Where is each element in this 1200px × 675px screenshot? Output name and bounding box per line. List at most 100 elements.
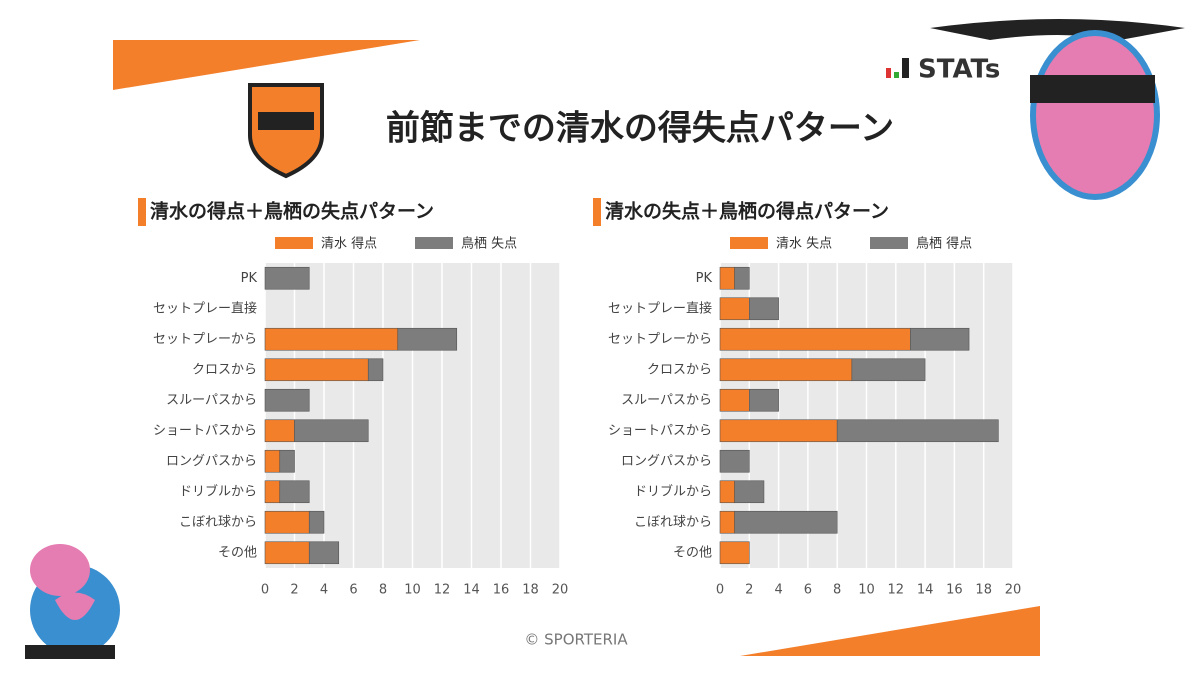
- x-tick-label: 4: [320, 583, 328, 598]
- bar-segment: [397, 327, 458, 351]
- y-tick-label: ロングパスから: [166, 454, 257, 469]
- decor-stripe: [740, 606, 1040, 656]
- bar-segment: [294, 419, 369, 443]
- y-tick-label: セットプレー直接: [153, 300, 257, 316]
- x-tick-label: 8: [379, 583, 387, 598]
- bar-segment: [719, 327, 911, 351]
- x-tick-label: 14: [917, 583, 934, 598]
- x-tick-label: 0: [261, 583, 269, 598]
- page-title: 前節までの清水の得失点パターン: [386, 109, 894, 149]
- bar-segment: [264, 327, 399, 351]
- bar-segment: [734, 480, 765, 504]
- bar-segment: [734, 266, 750, 290]
- shield: [248, 83, 324, 179]
- bar-segment: [308, 541, 340, 565]
- y-tick-label: ドリブルから: [634, 483, 712, 499]
- y-tick-label: ショートパスから: [608, 423, 712, 438]
- legend-swatch: [870, 237, 908, 249]
- bar-segment: [748, 388, 779, 412]
- x-tick-label: 16: [946, 583, 963, 598]
- chart-title: 清水の得点＋鳥栖の失点パターン: [150, 200, 434, 223]
- y-tick-label: ショートパスから: [153, 423, 257, 438]
- y-tick-label: スルーパスから: [621, 393, 712, 408]
- legend-label: 鳥栖 失点: [461, 237, 517, 252]
- legend-label: 清水 失点: [776, 237, 832, 252]
- legend-swatch: [415, 237, 453, 249]
- bar-segment: [264, 388, 310, 412]
- bar-segment: [719, 266, 735, 290]
- bar-segment: [264, 358, 369, 382]
- title-marker: [138, 198, 146, 226]
- club-logo: [248, 83, 324, 179]
- opponent-logo: [930, 19, 1185, 200]
- legend-swatch: [275, 237, 313, 249]
- y-tick-label: セットプレー直接: [608, 300, 712, 316]
- x-tick-label: 2: [745, 583, 753, 598]
- x-tick-label: 6: [349, 583, 357, 598]
- legend-label: 清水 得点: [321, 236, 377, 252]
- y-tick-label: クロスから: [192, 362, 257, 377]
- bar-segment: [367, 358, 384, 382]
- y-tick-label: こぼれ球から: [179, 515, 257, 530]
- mascot-feet: [25, 645, 115, 659]
- x-tick-label: 18: [975, 583, 992, 598]
- x-tick-label: 2: [290, 583, 298, 598]
- x-tick-label: 14: [463, 583, 480, 598]
- bar-segment: [719, 297, 750, 321]
- bar-segment: [719, 541, 750, 565]
- x-tick-label: 12: [888, 583, 905, 598]
- bar-segment: [264, 266, 310, 290]
- icon-bar: [886, 68, 891, 78]
- y-tick-label: その他: [218, 545, 257, 560]
- bar-segment: [719, 510, 735, 534]
- y-tick-label: スルーパスから: [166, 393, 257, 408]
- bar-segment: [279, 449, 295, 473]
- x-tick-label: 10: [404, 583, 421, 598]
- shield-band: [258, 112, 314, 130]
- y-tick-label: クロスから: [647, 362, 712, 377]
- x-tick-label: 16: [493, 583, 510, 598]
- bar-segment: [719, 449, 750, 473]
- x-tick-label: 10: [858, 583, 875, 598]
- x-tick-label: 8: [833, 583, 841, 598]
- chart-title: 清水の失点＋鳥栖の得点パターン: [605, 200, 889, 223]
- bar-segment: [719, 419, 838, 443]
- mascot: [25, 544, 120, 659]
- y-tick-label: ドリブルから: [179, 483, 257, 499]
- icon-bar: [894, 72, 899, 78]
- bar-segment: [719, 480, 735, 504]
- x-tick-label: 18: [522, 583, 539, 598]
- legend-swatch: [730, 237, 768, 249]
- y-tick-label: PK: [696, 271, 713, 286]
- x-tick-label: 12: [434, 583, 451, 598]
- stats-label: STATs: [918, 55, 1000, 85]
- bar-segment: [279, 480, 310, 504]
- y-tick-label: PK: [241, 271, 258, 286]
- bar-segment: [719, 388, 750, 412]
- emblem: [1030, 30, 1160, 200]
- bar-segment: [264, 419, 295, 443]
- bar-segment: [734, 510, 838, 534]
- x-tick-label: 20: [552, 583, 569, 598]
- bar-segment: [719, 358, 853, 382]
- bar-segment: [264, 449, 281, 473]
- title-marker: [593, 198, 601, 226]
- legend-label: 鳥栖 得点: [916, 236, 972, 252]
- bar-segment: [264, 541, 310, 565]
- mascot-head: [30, 544, 90, 596]
- x-tick-label: 20: [1005, 583, 1022, 598]
- decor-stripe: [113, 40, 420, 90]
- bar-segment: [308, 510, 325, 534]
- y-tick-label: こぼれ球から: [634, 515, 712, 530]
- wings: [930, 19, 1185, 40]
- x-tick-label: 4: [774, 583, 782, 598]
- mascot-heart: [55, 592, 95, 620]
- bar-segment: [910, 327, 970, 351]
- x-tick-label: 0: [716, 583, 724, 598]
- bar-segment: [264, 480, 281, 504]
- y-tick-label: ロングパスから: [621, 454, 712, 469]
- bar-segment: [836, 419, 999, 443]
- emblem-band: [1030, 75, 1155, 103]
- x-tick-label: 6: [804, 583, 812, 598]
